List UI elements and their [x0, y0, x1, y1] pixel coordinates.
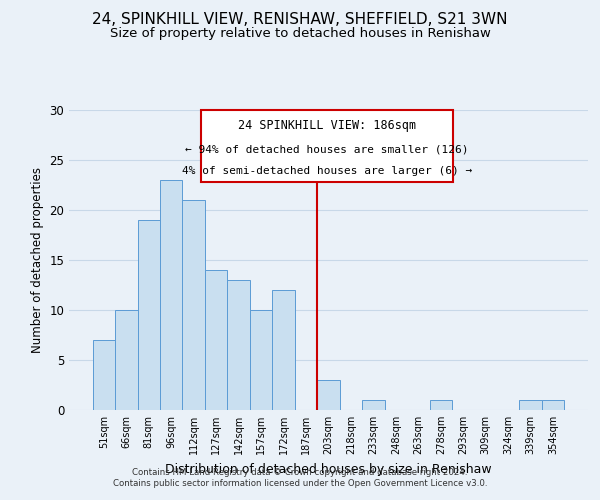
X-axis label: Distribution of detached houses by size in Renishaw: Distribution of detached houses by size …	[165, 462, 492, 475]
Text: 24 SPINKHILL VIEW: 186sqm: 24 SPINKHILL VIEW: 186sqm	[238, 120, 416, 132]
Text: 24, SPINKHILL VIEW, RENISHAW, SHEFFIELD, S21 3WN: 24, SPINKHILL VIEW, RENISHAW, SHEFFIELD,…	[92, 12, 508, 28]
Bar	[317, 380, 340, 410]
Bar	[272, 290, 295, 410]
Bar	[182, 200, 205, 410]
Bar	[92, 340, 115, 410]
Bar	[205, 270, 227, 410]
Bar	[160, 180, 182, 410]
Text: Size of property relative to detached houses in Renishaw: Size of property relative to detached ho…	[110, 28, 490, 40]
Bar	[520, 400, 542, 410]
Text: Contains HM Land Registry data © Crown copyright and database right 2024.
Contai: Contains HM Land Registry data © Crown c…	[113, 468, 487, 487]
Bar	[227, 280, 250, 410]
Y-axis label: Number of detached properties: Number of detached properties	[31, 167, 44, 353]
Bar	[115, 310, 137, 410]
Bar	[430, 400, 452, 410]
Bar	[362, 400, 385, 410]
Bar	[250, 310, 272, 410]
Bar	[542, 400, 565, 410]
FancyBboxPatch shape	[202, 110, 453, 182]
Bar	[137, 220, 160, 410]
Text: ← 94% of detached houses are smaller (126): ← 94% of detached houses are smaller (12…	[185, 144, 469, 154]
Text: 4% of semi-detached houses are larger (6) →: 4% of semi-detached houses are larger (6…	[182, 166, 472, 176]
